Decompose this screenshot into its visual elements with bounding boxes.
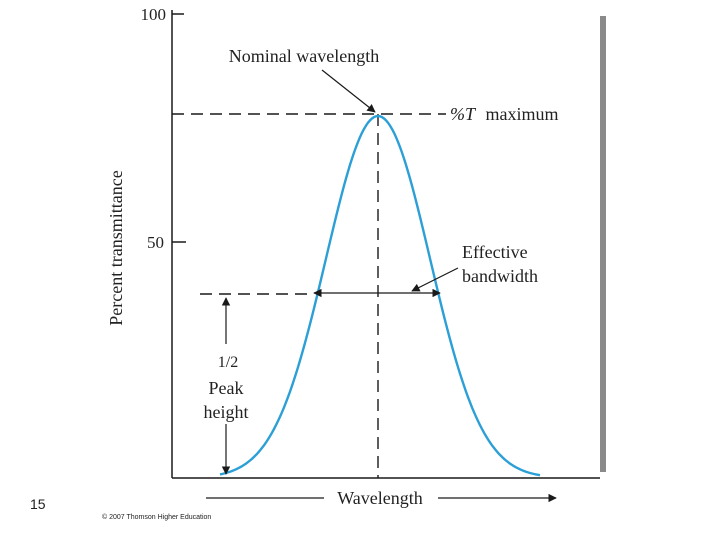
maximum-word: maximum bbox=[486, 104, 559, 124]
y-tick-label-100: 100 bbox=[141, 5, 167, 24]
effective-bandwidth-label-line2: bandwidth bbox=[462, 266, 538, 286]
copyright-text: © 2007 Thomson Higher Education bbox=[102, 513, 211, 521]
effective-bandwidth-label-line1: Effective bbox=[462, 242, 528, 262]
half-fraction-label: 1/2 bbox=[218, 354, 238, 371]
percent-t-symbol: %T bbox=[450, 104, 477, 124]
nominal-wavelength-arrow bbox=[321, 69, 376, 113]
x-axis-label: Wavelength bbox=[337, 488, 423, 508]
percent-t-maximum-label: %T maximum bbox=[450, 104, 559, 124]
plot-panel bbox=[172, 10, 600, 478]
y-tick-label-50: 50 bbox=[147, 233, 164, 252]
y-axis-label: Percent transmittance bbox=[106, 170, 126, 325]
nominal-wavelength-label: Nominal wavelength bbox=[229, 46, 379, 66]
page-number: 15 bbox=[30, 496, 46, 512]
effective-bandwidth-pointer bbox=[411, 267, 459, 292]
peak-label: Peak bbox=[209, 378, 244, 398]
transmittance-curve bbox=[219, 114, 541, 477]
height-label: height bbox=[204, 402, 249, 422]
